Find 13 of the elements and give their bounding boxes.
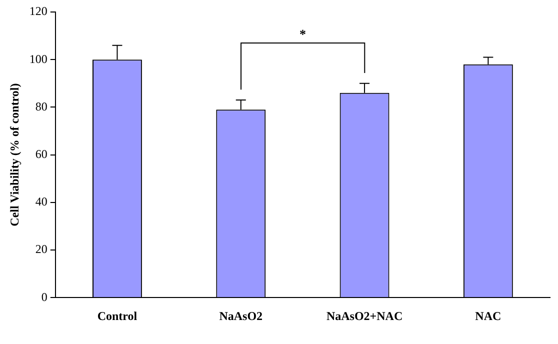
y-tick-label: 80 [35,99,48,114]
y-tick-label: 40 [35,194,48,209]
x-tick-label: NaAsO2 [219,308,263,323]
y-tick-label: 60 [35,146,48,161]
y-axis-title: Cell Viability (% of control) [7,83,22,226]
annotation: * [299,26,306,42]
y-tick-label: 20 [35,242,48,256]
y-tick-label: 120 [29,4,48,18]
x-tick-label: NAC [475,308,502,323]
y-tick-label: 100 [29,52,48,66]
x-tick-label: Control [97,308,138,323]
x-tick-label: NaAsO2+NAC [326,308,403,323]
y-tick-label: 0 [41,290,48,304]
